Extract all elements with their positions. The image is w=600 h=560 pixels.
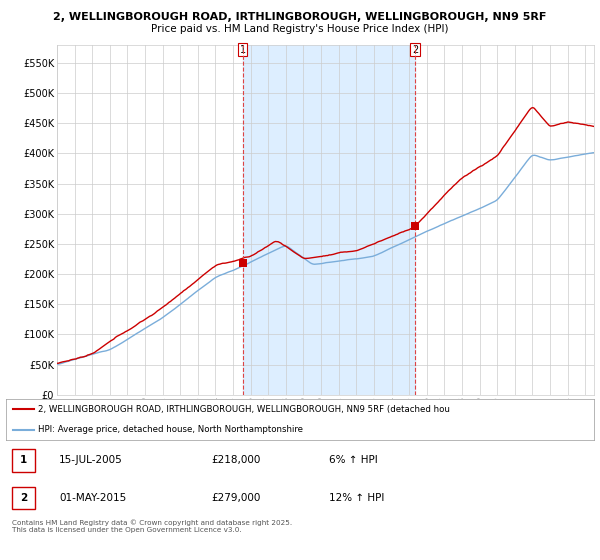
- Text: Contains HM Land Registry data © Crown copyright and database right 2025.
This d: Contains HM Land Registry data © Crown c…: [12, 520, 292, 533]
- Text: 12% ↑ HPI: 12% ↑ HPI: [329, 493, 385, 503]
- Text: 1: 1: [20, 455, 27, 465]
- Text: 2, WELLINGBOROUGH ROAD, IRTHLINGBOROUGH, WELLINGBOROUGH, NN9 5RF (detached hou: 2, WELLINGBOROUGH ROAD, IRTHLINGBOROUGH,…: [38, 405, 450, 414]
- Text: £218,000: £218,000: [212, 455, 261, 465]
- FancyBboxPatch shape: [12, 487, 35, 509]
- Text: 2, WELLINGBOROUGH ROAD, IRTHLINGBOROUGH, WELLINGBOROUGH, NN9 5RF: 2, WELLINGBOROUGH ROAD, IRTHLINGBOROUGH,…: [53, 12, 547, 22]
- Text: 2: 2: [412, 45, 418, 55]
- Text: 6% ↑ HPI: 6% ↑ HPI: [329, 455, 378, 465]
- Text: 15-JUL-2005: 15-JUL-2005: [59, 455, 122, 465]
- Text: Price paid vs. HM Land Registry's House Price Index (HPI): Price paid vs. HM Land Registry's House …: [151, 24, 449, 34]
- Bar: [242, 45, 415, 395]
- Text: £279,000: £279,000: [212, 493, 261, 503]
- Text: 2: 2: [20, 493, 27, 503]
- Text: 1: 1: [239, 45, 245, 55]
- Text: HPI: Average price, detached house, North Northamptonshire: HPI: Average price, detached house, Nort…: [38, 425, 304, 434]
- Text: 01-MAY-2015: 01-MAY-2015: [59, 493, 126, 503]
- FancyBboxPatch shape: [12, 450, 35, 472]
